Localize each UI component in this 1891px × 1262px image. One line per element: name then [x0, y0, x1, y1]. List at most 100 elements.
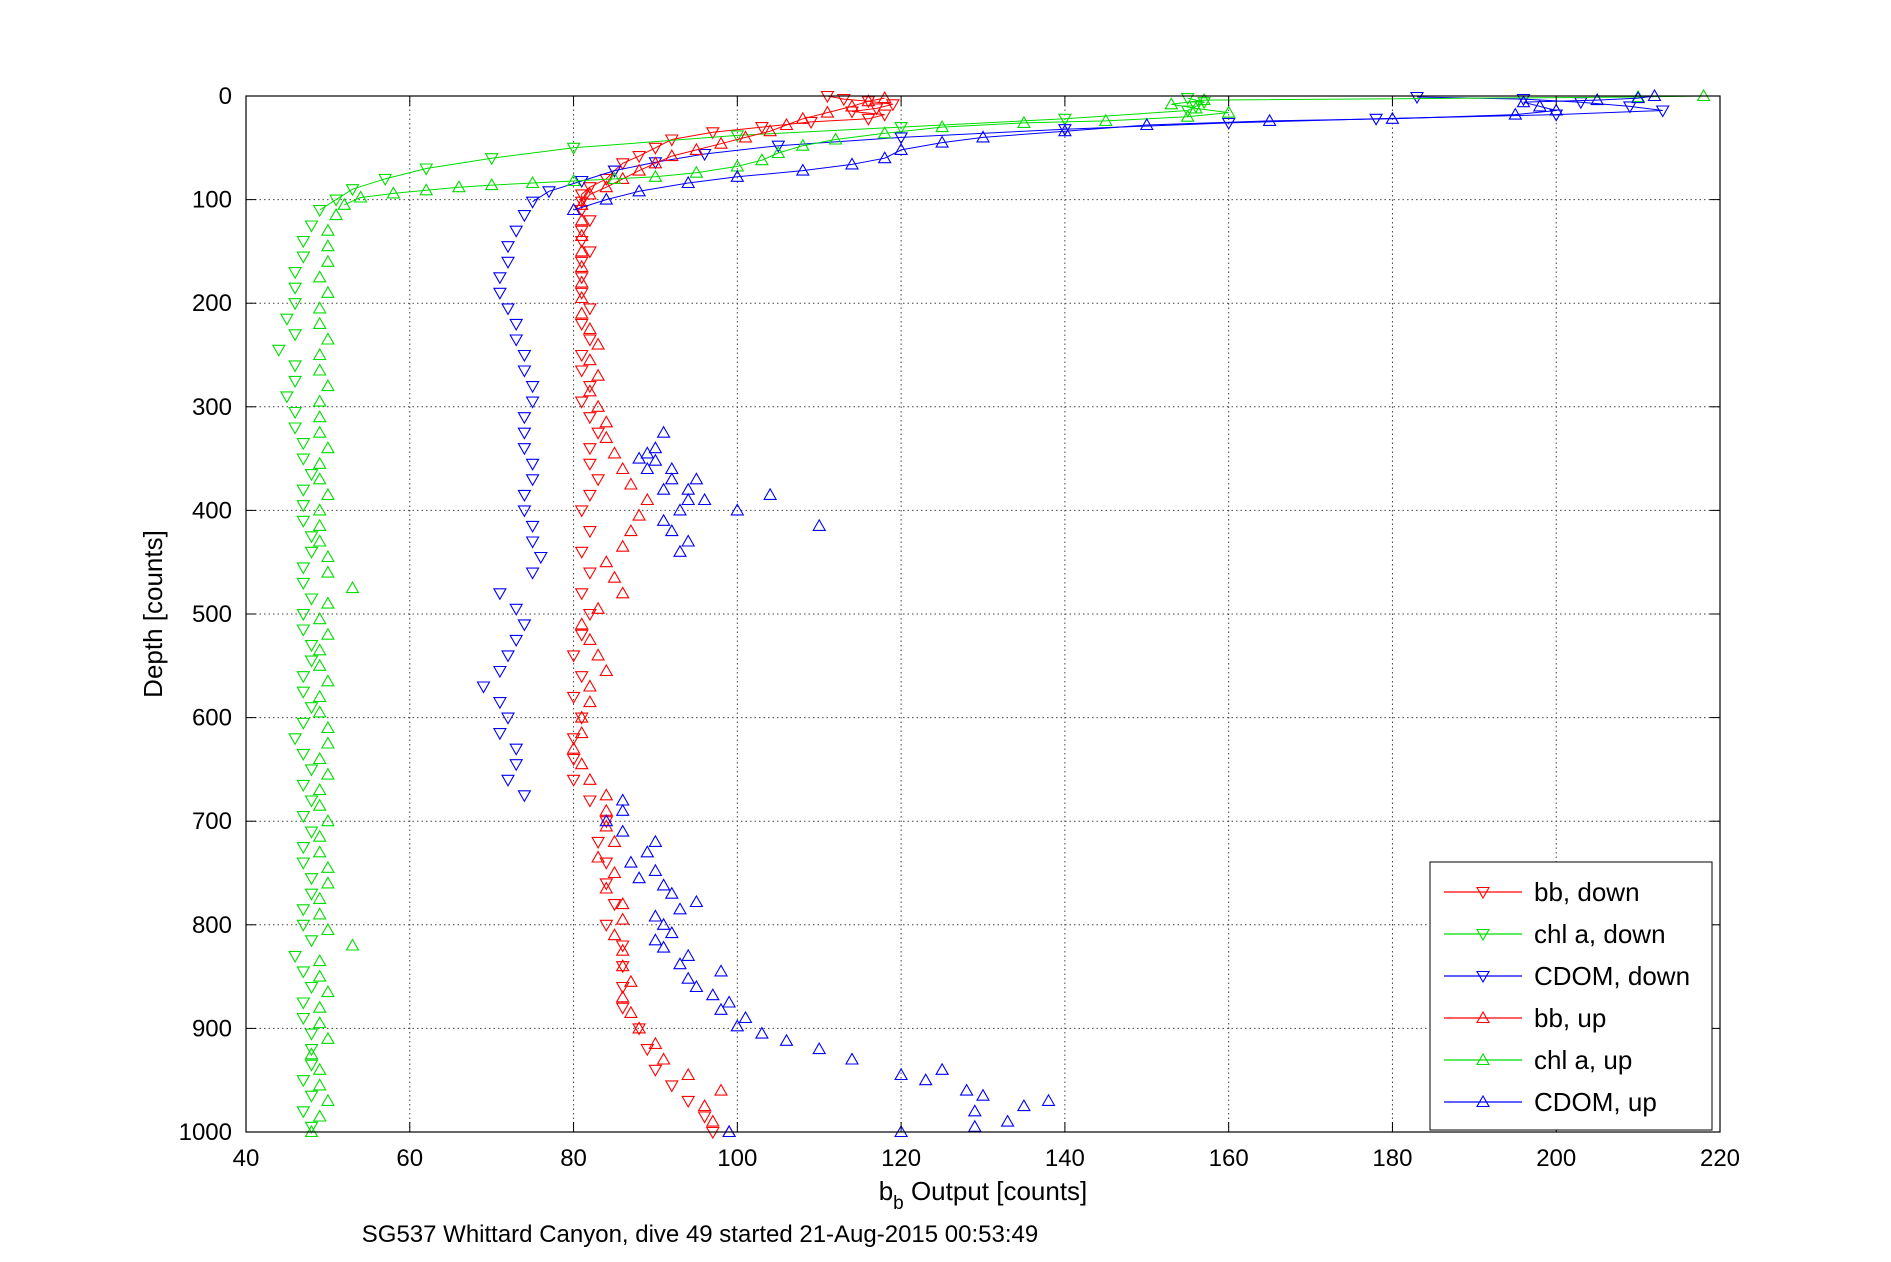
data-point — [304, 655, 319, 668]
data-point — [525, 175, 540, 189]
data-point — [714, 136, 728, 149]
data-point — [656, 940, 671, 953]
data-point — [296, 919, 311, 932]
data-point — [673, 544, 687, 557]
data-point — [574, 235, 589, 249]
data-point — [288, 298, 303, 311]
data-point — [296, 577, 311, 591]
data-point — [771, 145, 786, 159]
data-point — [288, 375, 303, 389]
data-point — [648, 1064, 663, 1077]
data-point — [525, 520, 540, 534]
data-point — [312, 658, 327, 671]
data-point — [1057, 113, 1072, 126]
data-point — [312, 503, 327, 516]
data-point — [574, 629, 589, 642]
data-point — [320, 441, 335, 454]
data-point — [648, 909, 663, 922]
data-point — [304, 469, 319, 482]
data-point — [648, 933, 663, 946]
data-point — [574, 204, 589, 218]
data-point — [640, 1044, 655, 1057]
data-point — [599, 192, 614, 205]
x-tick-label: 60 — [396, 1145, 423, 1172]
data-point — [574, 213, 589, 226]
data-point — [615, 959, 630, 972]
data-point — [304, 531, 319, 544]
data-point — [574, 244, 589, 257]
data-point — [1016, 115, 1031, 128]
data-point — [517, 210, 532, 223]
data-point — [312, 829, 327, 842]
data-point — [976, 1088, 990, 1101]
data-point — [312, 316, 327, 329]
data-point — [615, 961, 630, 974]
data-point — [845, 1052, 859, 1065]
data-point — [312, 270, 327, 283]
data-point — [582, 182, 597, 195]
data-point — [296, 1106, 311, 1119]
x-tick-label: 100 — [717, 1145, 757, 1172]
x-axis-label-rest: Output [counts] — [904, 1176, 1088, 1206]
data-point — [681, 1067, 696, 1081]
data-point — [304, 640, 319, 653]
data-point — [1180, 93, 1195, 106]
data-point — [656, 513, 671, 526]
legend-label: CDOM, down — [1534, 961, 1690, 991]
x-tick-label: 160 — [1209, 1145, 1249, 1172]
data-point — [820, 105, 835, 118]
data-point — [492, 287, 507, 300]
data-point — [517, 365, 532, 378]
data-point — [615, 981, 630, 995]
data-point — [648, 863, 663, 876]
data-point — [509, 603, 524, 616]
data-point — [1016, 1098, 1031, 1112]
data-point — [296, 235, 311, 249]
data-point — [582, 694, 597, 708]
data-point — [525, 458, 540, 471]
data-point — [451, 180, 466, 193]
data-point — [664, 148, 679, 162]
data-point — [337, 197, 352, 210]
data-point — [599, 919, 614, 932]
data-point — [312, 394, 327, 407]
data-point — [607, 865, 622, 879]
data-point — [279, 391, 294, 404]
x-axis-label-main: b — [879, 1176, 893, 1206]
x-tick-label: 200 — [1536, 1145, 1576, 1172]
data-point — [648, 453, 663, 466]
data-point — [648, 834, 663, 847]
data-point — [312, 751, 327, 765]
data-point — [722, 1124, 737, 1138]
data-point — [574, 505, 589, 518]
data-point — [574, 306, 589, 319]
data-point — [574, 757, 589, 770]
data-point — [730, 1019, 745, 1032]
data-point — [304, 764, 319, 777]
data-point — [419, 183, 434, 196]
data-point — [525, 536, 540, 549]
data-point — [1139, 117, 1154, 131]
data-point — [599, 555, 614, 568]
data-point — [566, 753, 581, 767]
data-point — [795, 111, 810, 124]
data-point — [615, 896, 630, 910]
data-point — [582, 679, 597, 692]
data-point — [1197, 92, 1212, 106]
data-point — [894, 1124, 909, 1138]
data-point — [754, 153, 769, 166]
data-point — [599, 814, 614, 827]
y-tick-label: 300 — [192, 394, 232, 421]
x-tick-label: 40 — [233, 1145, 260, 1172]
data-point — [574, 588, 589, 601]
data-point — [845, 106, 859, 119]
data-point — [517, 443, 532, 456]
data-point — [320, 596, 335, 609]
data-point — [697, 1098, 712, 1112]
data-point — [304, 1121, 319, 1134]
data-point — [320, 814, 335, 827]
data-point — [681, 482, 696, 495]
data-point — [501, 650, 515, 663]
data-point — [288, 422, 303, 435]
data-point — [296, 1075, 311, 1088]
